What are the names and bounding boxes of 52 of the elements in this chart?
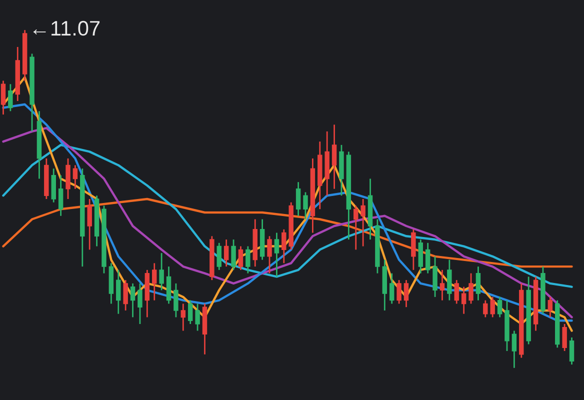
candlestick — [512, 330, 517, 369]
annotation: ←11.07 — [33, 20, 100, 36]
candlestick — [66, 158, 70, 200]
candlestick — [396, 279, 402, 304]
candlestick — [418, 238, 423, 274]
candlestick — [440, 269, 445, 302]
candlestick — [425, 242, 430, 274]
candlestick — [152, 262, 157, 302]
candlestick — [123, 279, 128, 312]
candlestick — [174, 282, 178, 318]
candlestick — [180, 303, 186, 332]
candlestick — [0, 80, 6, 116]
candlestick — [87, 198, 92, 250]
candlestick — [476, 266, 481, 302]
candlestick — [569, 336, 574, 366]
candlestick — [159, 252, 164, 291]
candlestick — [483, 300, 488, 318]
candlestick — [454, 279, 459, 304]
candlestick — [246, 246, 250, 274]
candlestick — [447, 259, 452, 302]
candlestick — [432, 256, 438, 298]
candlestick — [274, 232, 280, 278]
candlestick — [354, 205, 358, 250]
candlestick — [72, 164, 78, 190]
candlestick — [303, 192, 308, 220]
candlestick — [548, 296, 553, 318]
candlestick — [51, 168, 56, 204]
candlestick — [389, 272, 394, 304]
candlestick — [138, 282, 142, 325]
candlestick — [58, 174, 64, 217]
candlestick — [404, 279, 409, 308]
candlestick — [468, 272, 474, 304]
candlestick — [224, 238, 229, 268]
candlestick — [216, 242, 222, 271]
candlestick — [130, 282, 136, 318]
candlestick — [166, 266, 172, 304]
candlestick — [195, 303, 200, 332]
candlestick — [332, 124, 337, 190]
candlestick — [411, 228, 416, 271]
candlestick — [461, 286, 466, 315]
candlestick — [360, 198, 366, 247]
candlestick — [188, 300, 193, 325]
candlestick — [497, 296, 502, 318]
candlestick — [267, 235, 272, 274]
candlestick — [8, 83, 13, 112]
candlestick — [231, 238, 236, 271]
candlestick — [282, 228, 286, 264]
candlestick — [238, 246, 244, 271]
candlestick — [562, 323, 567, 352]
candlestick — [490, 296, 495, 318]
candlestick — [116, 269, 121, 315]
candlestick — [296, 181, 301, 217]
